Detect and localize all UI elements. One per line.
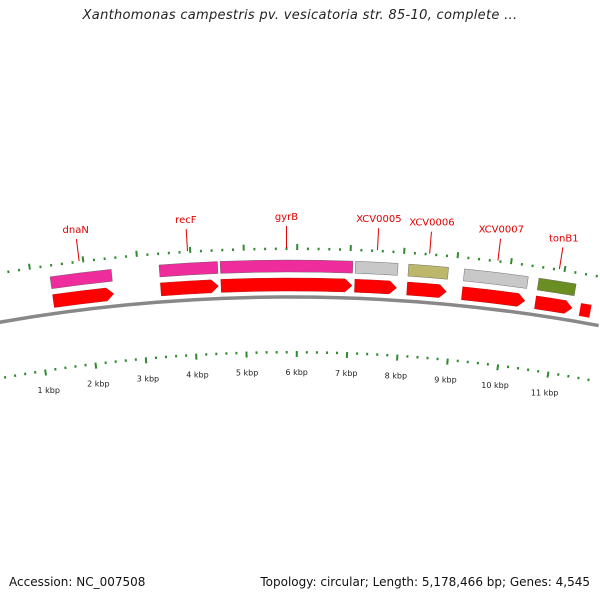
kbp-label: 6 kbp (285, 368, 307, 377)
kbp-label: 5 kbp (236, 369, 258, 378)
outer-tick (510, 258, 513, 265)
gene-label-gyrB[interactable]: gyrB (275, 212, 298, 223)
outer-tick (28, 263, 31, 270)
accession-label: Accession: NC_007508 (9, 575, 146, 589)
outer-tick (135, 250, 138, 257)
gene-label-XCV0007[interactable]: XCV0007 (479, 225, 524, 236)
kbp-label: 9 kbp (434, 376, 456, 385)
kbp-label: 7 kbp (335, 369, 357, 378)
outer-tick (456, 252, 460, 259)
kbp-label: 3 kbp (137, 374, 159, 383)
gene-label-dnaN[interactable]: dnaN (63, 225, 89, 236)
gene-feature-track (49, 259, 577, 297)
inner-tick (546, 371, 550, 378)
gene-leader-line (376, 228, 380, 251)
genome-summary: Topology: circular; Length: 5,178,466 bp… (260, 575, 590, 589)
cds-arrow-XCV0005[interactable] (354, 279, 397, 295)
cds-arrow-tonB1[interactable] (534, 295, 573, 314)
cds-feature-track (52, 277, 592, 318)
inner-tick (144, 357, 148, 364)
outer-tick (563, 265, 567, 273)
gene-leader-line (497, 238, 502, 261)
cds-arrow-recF[interactable] (160, 279, 219, 297)
gene-label-XCV0005[interactable]: XCV0005 (356, 214, 401, 225)
gene-bar-XCV0007[interactable] (463, 268, 529, 289)
kbp-label: 1 kbp (38, 386, 60, 395)
kbp-label: 4 kbp (186, 371, 208, 380)
gene-leader-line (558, 247, 564, 270)
kbp-label: 2 kbp (87, 379, 109, 388)
gene-bar-XCV0005[interactable] (354, 261, 399, 276)
kbp-scale-labels: 1 kbp 2 kbp 3 kbp 4 kbp 5 kbp 6 kbp 7 kbp 8 kbp… (38, 368, 559, 397)
gene-bar-tonB1[interactable] (536, 277, 577, 297)
map-title: Xanthomonas campestris pv. vesicatoria s… (82, 8, 518, 23)
kbp-label: 11 kbp (531, 388, 559, 397)
cds-arrow-gyrB[interactable] (220, 277, 353, 293)
inner-tick (94, 362, 98, 369)
gene-bar-XCV0006[interactable] (407, 263, 449, 280)
gene-bar-recF[interactable] (158, 261, 219, 278)
cds-arrow-partial[interactable] (578, 303, 592, 318)
gene-label-XCV0006[interactable]: XCV0006 (409, 218, 454, 229)
inner-tick (446, 358, 449, 365)
outer-tick (81, 256, 85, 263)
gene-label-layer: dnaAdnaNrecFgyrBXCV0005XCV0006XCV0007ton… (63, 212, 579, 270)
gene-label-tonB1[interactable]: tonB1 (549, 233, 579, 244)
gene-leader-line (185, 229, 188, 252)
cds-arrow-XCV0007[interactable] (461, 286, 526, 307)
inner-tick (496, 364, 500, 371)
cds-arrow-XCV0006[interactable] (406, 281, 447, 298)
kbp-label: 10 kbp (481, 381, 509, 390)
gene-leader-line (429, 231, 432, 254)
genome-backbone (0, 295, 599, 328)
kbp-label: 8 kbp (385, 371, 407, 380)
inner-tick-track (3, 351, 590, 382)
cds-arrow-dnaN[interactable] (52, 287, 114, 308)
gene-leader-line (75, 238, 80, 261)
outer-tick-track (7, 244, 598, 278)
inner-tick (44, 369, 48, 376)
gene-bar-gyrB[interactable] (219, 259, 354, 274)
gene-bar-dnaN[interactable] (49, 269, 113, 289)
gene-label-recF[interactable]: recF (175, 215, 197, 226)
